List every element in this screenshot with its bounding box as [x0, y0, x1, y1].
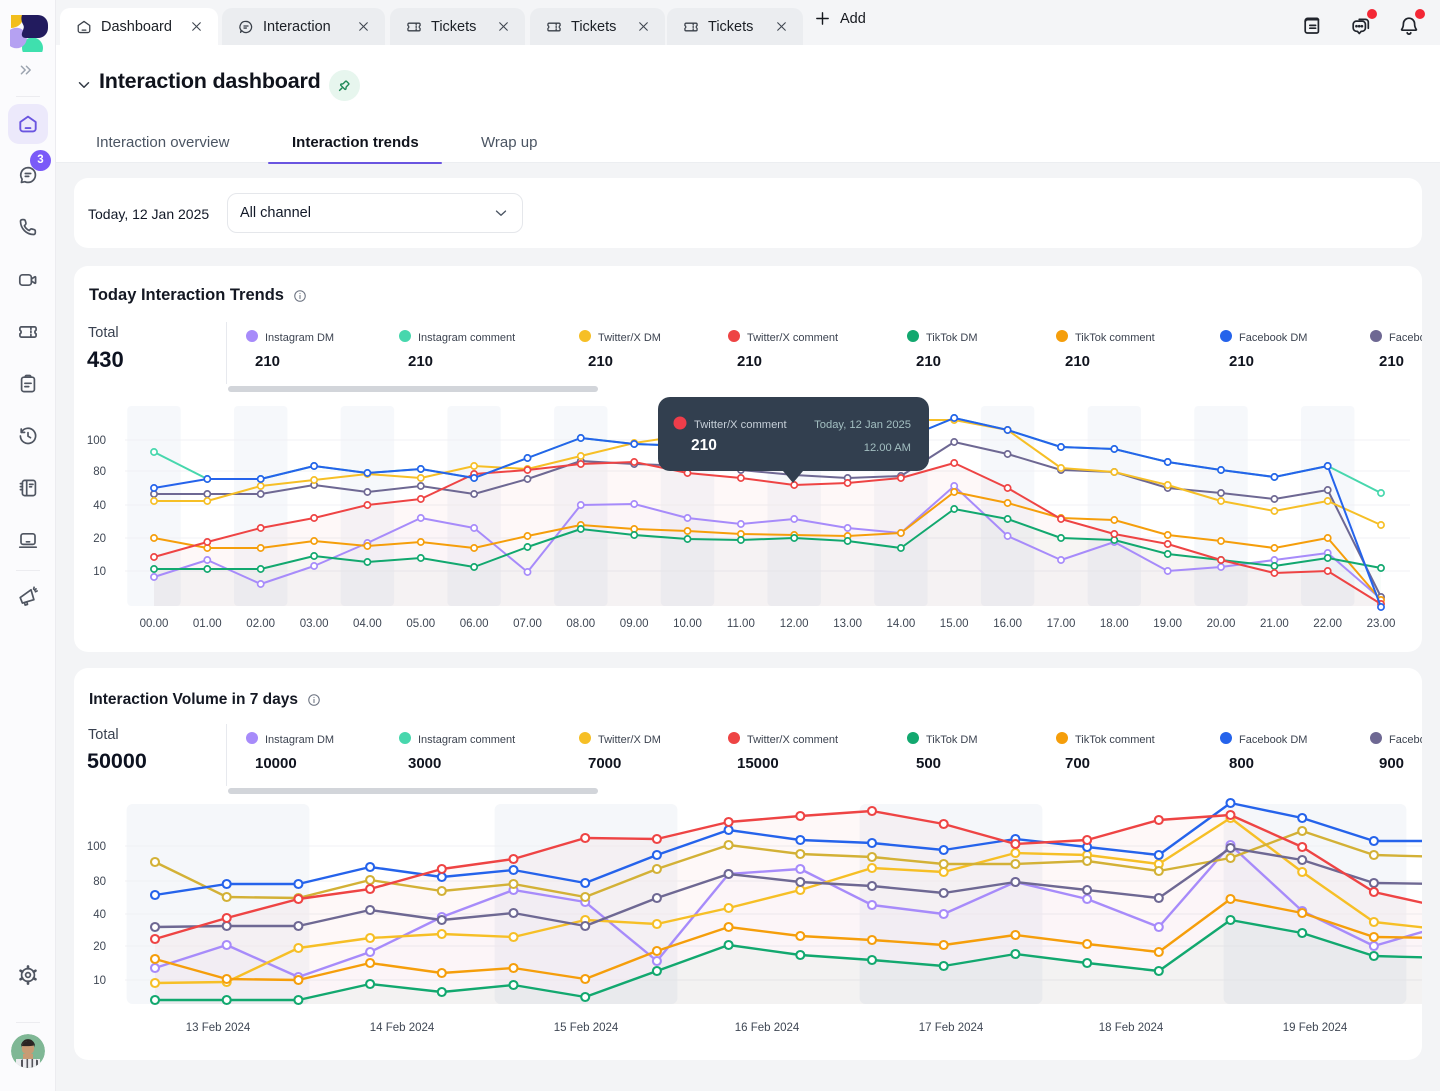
svg-text:18.00: 18.00: [1100, 618, 1129, 630]
svg-text:10: 10: [93, 566, 106, 578]
svg-text:20: 20: [93, 941, 106, 953]
svg-text:Twitter/X comment: Twitter/X comment: [694, 419, 788, 431]
svg-text:03.00: 03.00: [300, 618, 329, 630]
svg-text:11.00: 11.00: [727, 618, 755, 630]
svg-text:80: 80: [93, 876, 106, 888]
svg-text:Today, 12 Jan 2025: Today, 12 Jan 2025: [814, 419, 911, 431]
svg-text:80: 80: [93, 466, 106, 478]
svg-text:00.00: 00.00: [140, 618, 169, 630]
svg-text:12.00: 12.00: [780, 618, 809, 630]
svg-text:210: 210: [691, 437, 717, 454]
svg-text:15 Feb 2024: 15 Feb 2024: [554, 1022, 619, 1034]
svg-text:19.00: 19.00: [1153, 618, 1182, 630]
svg-text:06.00: 06.00: [460, 618, 489, 630]
svg-text:100: 100: [87, 435, 106, 447]
svg-text:02.00: 02.00: [246, 618, 275, 630]
svg-text:05.00: 05.00: [406, 618, 435, 630]
svg-text:14.00: 14.00: [887, 618, 916, 630]
svg-text:17.00: 17.00: [1047, 618, 1076, 630]
svg-text:04.00: 04.00: [353, 618, 382, 630]
svg-text:16 Feb 2024: 16 Feb 2024: [735, 1022, 800, 1034]
svg-text:20.00: 20.00: [1207, 618, 1236, 630]
svg-text:18 Feb 2024: 18 Feb 2024: [1099, 1022, 1164, 1034]
svg-text:16.00: 16.00: [993, 618, 1022, 630]
svg-text:10: 10: [93, 975, 106, 987]
svg-text:19 Feb 2024: 19 Feb 2024: [1283, 1022, 1348, 1034]
svg-text:08.00: 08.00: [566, 618, 595, 630]
svg-text:10.00: 10.00: [673, 618, 702, 630]
svg-text:17 Feb 2024: 17 Feb 2024: [919, 1022, 984, 1034]
svg-text:22.00: 22.00: [1313, 618, 1342, 630]
svg-text:20: 20: [93, 533, 106, 545]
svg-text:12.00 AM: 12.00 AM: [864, 442, 911, 454]
svg-text:40: 40: [93, 909, 106, 921]
svg-text:21.00: 21.00: [1260, 618, 1289, 630]
svg-text:40: 40: [93, 500, 106, 512]
svg-text:13.00: 13.00: [833, 618, 862, 630]
svg-text:01.00: 01.00: [193, 618, 222, 630]
svg-text:13 Feb 2024: 13 Feb 2024: [186, 1022, 251, 1034]
svg-text:14 Feb 2024: 14 Feb 2024: [370, 1022, 435, 1034]
svg-text:07.00: 07.00: [513, 618, 542, 630]
svg-text:15.00: 15.00: [940, 618, 969, 630]
svg-text:23.00: 23.00: [1367, 618, 1396, 630]
svg-text:100: 100: [87, 841, 106, 853]
svg-text:09.00: 09.00: [620, 618, 649, 630]
